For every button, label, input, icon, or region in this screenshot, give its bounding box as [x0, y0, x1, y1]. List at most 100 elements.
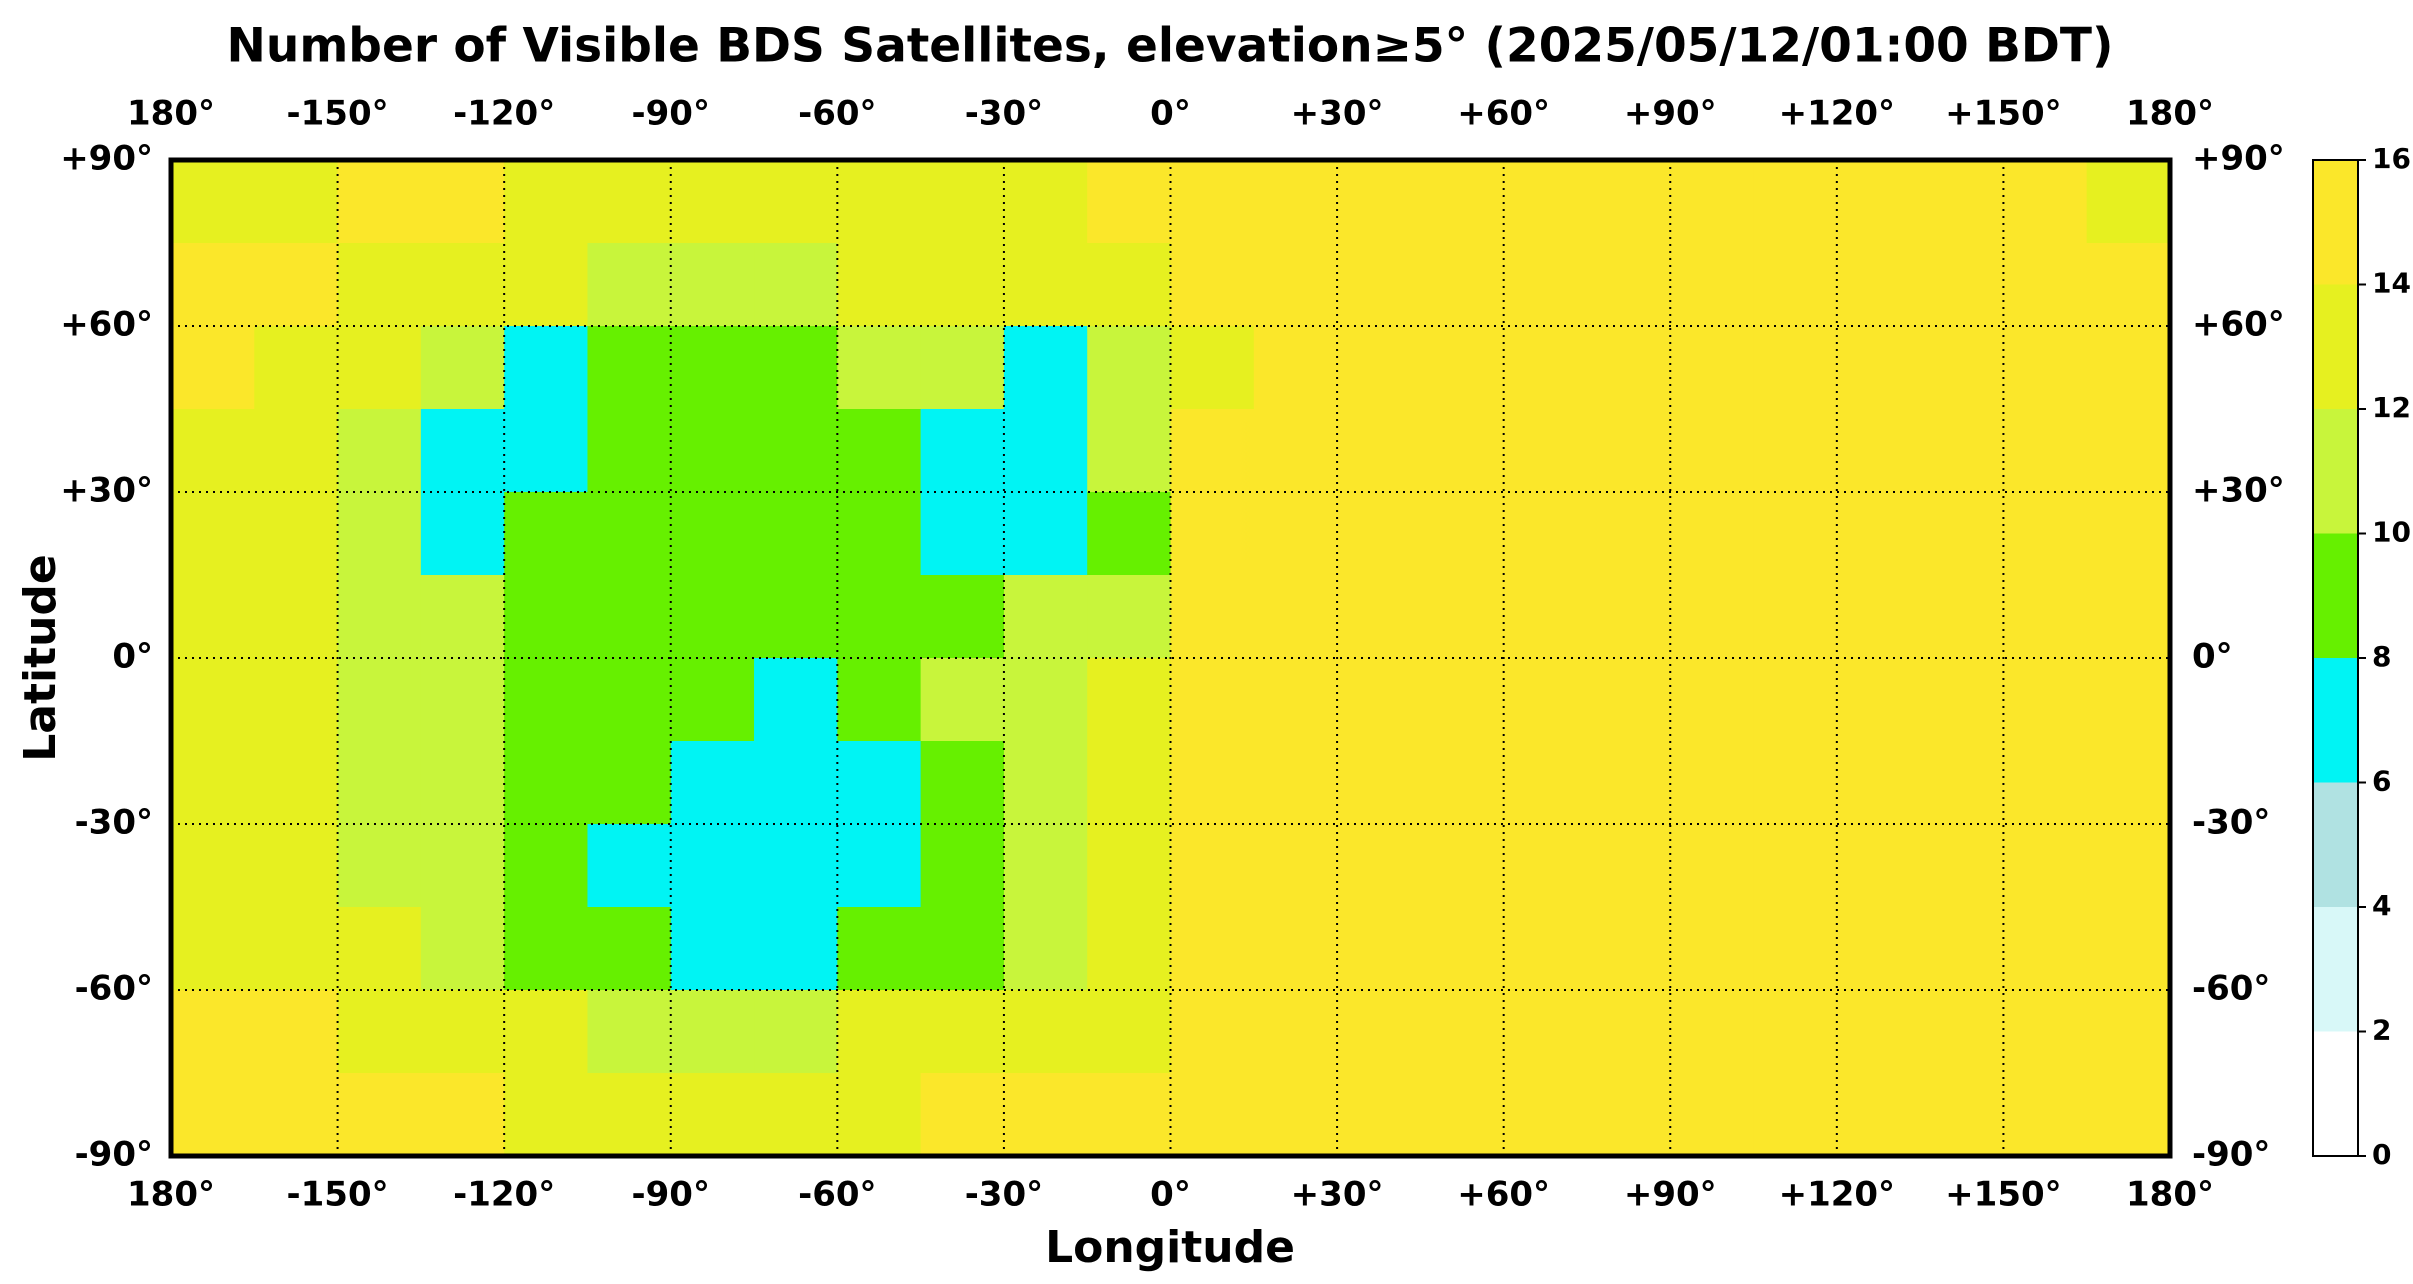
heat-cell	[1503, 160, 1588, 244]
heat-cell	[670, 824, 755, 908]
heat-cell	[1420, 907, 1505, 991]
heat-cell	[1836, 824, 1921, 908]
x-tick-label-top: 0°	[1150, 94, 1191, 134]
heat-cell	[1586, 1073, 1671, 1157]
heat-cell	[1836, 409, 1921, 493]
heat-cell	[1170, 990, 1255, 1074]
heat-cell	[254, 326, 339, 410]
heat-cell	[1586, 409, 1671, 493]
x-axis-label: Longitude	[1045, 1222, 1295, 1273]
heat-cell	[1503, 741, 1588, 825]
heat-cell	[670, 907, 755, 991]
heat-cell	[171, 824, 255, 908]
heat-cell	[1337, 658, 1421, 742]
colorbar-swatch	[2313, 284, 2358, 409]
heat-cell	[254, 824, 339, 908]
heat-cell	[1253, 243, 1338, 327]
heat-cell	[171, 907, 255, 991]
heat-cell	[420, 990, 505, 1074]
heat-cell	[2086, 575, 2171, 659]
heat-cell	[171, 990, 255, 1074]
heat-cell	[1586, 658, 1671, 742]
heat-cell	[1420, 575, 1505, 659]
heat-cell	[420, 409, 505, 493]
heat-cell	[1836, 326, 1921, 410]
heat-cell	[420, 575, 505, 659]
heat-cell	[1753, 741, 1838, 825]
heat-cell	[1337, 492, 1421, 576]
heat-cell	[837, 658, 922, 742]
heat-cell	[754, 243, 838, 327]
colorbar-tick-label: 10	[2372, 516, 2411, 549]
heat-cell	[1670, 326, 1755, 410]
heat-cell	[2003, 990, 2088, 1074]
heat-cell	[1170, 907, 1255, 991]
heat-cell	[754, 741, 838, 825]
heat-cell	[2003, 824, 2088, 908]
heat-cell	[670, 741, 755, 825]
x-tick-label-bottom: -30°	[965, 1175, 1043, 1215]
x-tick-label-bottom: -90°	[632, 1175, 710, 1215]
heat-cell	[2003, 409, 2088, 493]
colorbar-tick-label: 8	[2372, 640, 2391, 673]
heat-cell	[2086, 907, 2171, 991]
heat-cell	[1003, 492, 1088, 576]
heat-cell	[1170, 160, 1255, 244]
y-tick-label-left: +90°	[60, 139, 153, 179]
heat-cell	[1420, 492, 1505, 576]
heat-cell	[1503, 575, 1588, 659]
heat-cell	[1753, 492, 1838, 576]
heat-cell	[920, 160, 1005, 244]
heat-cell	[254, 658, 339, 742]
heat-cell	[254, 907, 339, 991]
heat-cell	[1003, 824, 1088, 908]
heat-cell	[587, 575, 672, 659]
heat-cell	[171, 575, 255, 659]
heat-cell	[754, 990, 838, 1074]
heat-cell	[587, 326, 672, 410]
heat-cell	[2003, 160, 2088, 244]
heat-cell	[587, 160, 672, 244]
heat-cell	[670, 326, 755, 410]
heat-cell	[254, 409, 339, 493]
heat-cell	[1670, 575, 1755, 659]
heat-cell	[1753, 575, 1838, 659]
heat-cell	[1420, 824, 1505, 908]
heat-cell	[754, 326, 838, 410]
colorbar-tick-label: 0	[2372, 1138, 2391, 1171]
heat-cell	[1920, 160, 2005, 244]
heat-cell	[1586, 824, 1671, 908]
heat-cell	[670, 160, 755, 244]
heat-cell	[1670, 658, 1755, 742]
heat-cell	[837, 1073, 922, 1157]
x-tick-label-top: -30°	[965, 94, 1043, 134]
heat-cell	[837, 575, 922, 659]
heat-cell	[1753, 1073, 1838, 1157]
heat-cell	[1670, 990, 1755, 1074]
heat-cell	[587, 409, 672, 493]
heat-cell	[1003, 160, 1088, 244]
heat-cell	[920, 409, 1005, 493]
x-tick-label-bottom: 180°	[127, 1175, 215, 1215]
heat-cell	[1087, 658, 1172, 742]
y-tick-label-right: -60°	[2192, 969, 2270, 1009]
heat-cell	[1503, 409, 1588, 493]
heat-cell	[1920, 409, 2005, 493]
heat-cell	[2003, 907, 2088, 991]
colorbar-swatch	[2313, 409, 2358, 534]
heat-cell	[2086, 160, 2171, 244]
x-tick-label-top: 180°	[127, 94, 215, 134]
heat-cell	[587, 658, 672, 742]
heat-cell	[1920, 326, 2005, 410]
heat-cell	[1836, 160, 1921, 244]
heat-cell	[2086, 1073, 2171, 1157]
heat-cell	[587, 492, 672, 576]
heat-cell	[1003, 658, 1088, 742]
heat-cell	[1586, 907, 1671, 991]
heat-cell	[1003, 409, 1088, 493]
heat-cell	[1836, 575, 1921, 659]
heat-cell	[1753, 243, 1838, 327]
x-tick-label-bottom: +90°	[1624, 1175, 1717, 1215]
heat-cell	[1420, 326, 1505, 410]
heat-cell	[1170, 1073, 1255, 1157]
